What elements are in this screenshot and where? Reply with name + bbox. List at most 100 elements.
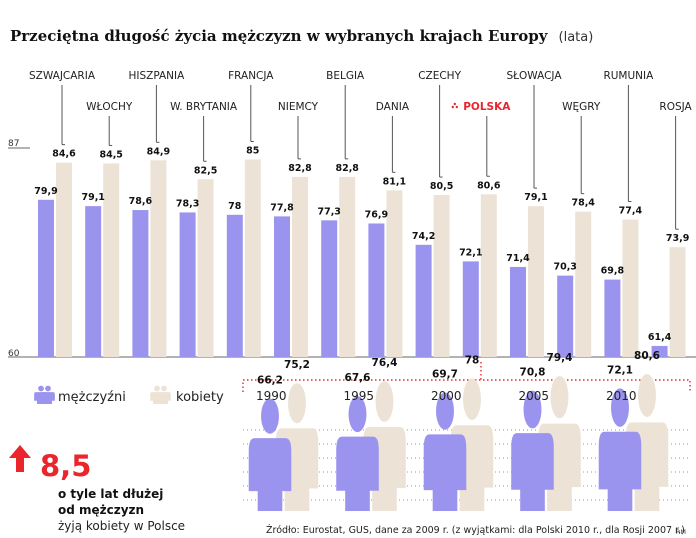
country-label: W. BRYTANIA (170, 101, 238, 113)
title-row: Przeciętna długość życia mężczyzn w wybr… (10, 26, 593, 45)
value-label-women: 77,4 (619, 206, 643, 217)
value-label-women: 80,6 (477, 180, 501, 191)
value-label-men: 74,2 (412, 231, 435, 242)
country-label: RUMUNIA (603, 70, 654, 82)
value-label-men: 78,3 (176, 198, 199, 209)
bar-women (480, 194, 497, 357)
value-label-women: 79,1 (524, 192, 547, 203)
bar-men (226, 214, 243, 357)
value-label-men: 66,2 (257, 374, 283, 386)
country-label: ROSJA (659, 101, 692, 113)
bar-men (604, 279, 621, 357)
year-label: 2005 (519, 389, 550, 403)
callout-line3: żyją kobiety w Polsce (58, 519, 185, 533)
bar-women (339, 176, 356, 357)
y-tick-label: 60 (8, 349, 20, 359)
bar-men (651, 345, 668, 357)
value-label-men: 77,3 (317, 206, 340, 217)
panel-frame (242, 379, 691, 392)
country-label: HISZPANIA (128, 70, 185, 82)
bar-men (557, 275, 574, 357)
highlight-dot (453, 102, 456, 106)
country-label: FRANCJA (228, 70, 274, 82)
legend: mężczyźni kobiety (34, 385, 224, 405)
value-label-men: 70,3 (553, 262, 576, 273)
value-label-women: 82,5 (194, 165, 217, 176)
year-label: 1995 (344, 389, 375, 403)
callout-line2: od mężczyzn (58, 503, 144, 517)
value-label-women: 79,4 (547, 352, 573, 364)
country-label: NIEMCY (278, 101, 319, 113)
bar-men (85, 206, 102, 357)
value-label-men: 79,9 (34, 186, 57, 197)
value-label-men: 69,8 (601, 266, 625, 277)
value-label-men: 70,8 (520, 367, 546, 379)
legend-women-label: kobiety (176, 390, 224, 405)
poland-trend-chart: 66,275,2 1990 67,676,4 1995 69,7 78 2000 70,879… (242, 350, 691, 511)
value-label-men: 79,1 (81, 192, 104, 203)
bar-men (274, 216, 290, 357)
value-label-men: 72,1 (459, 247, 482, 258)
highlight-dot (451, 105, 454, 109)
year-label: 1990 (256, 389, 287, 403)
country-label: BELGIA (326, 70, 365, 82)
callout-line1: o tyle lat dłużej (58, 487, 163, 501)
country-label: SZWAJCARIA (29, 70, 96, 82)
value-label-men: 71,4 (506, 253, 530, 264)
chart-title: Przeciętna długość życia mężczyzn w wybr… (10, 27, 548, 45)
value-label-men: 67,6 (345, 372, 371, 384)
value-label-men: 61,4 (648, 332, 672, 343)
value-label-men: 77,8 (270, 202, 294, 213)
bar-women (292, 176, 308, 357)
value-label-women: 76,4 (372, 357, 398, 369)
main-chart: 87 60 SZWAJCARIA 79,9 84,6 WŁOCHY 79,1 84,5 HISZ… (8, 70, 696, 359)
value-label-women: 82,8 (335, 163, 359, 174)
y-tick-label: 87 (8, 139, 19, 149)
value-label-men: 72,1 (607, 364, 633, 376)
bar-men (462, 261, 479, 357)
country-label: WĘGRY (562, 101, 601, 113)
bar-men (415, 244, 432, 357)
bar-women (56, 162, 72, 357)
value-label-women: 78,4 (571, 198, 595, 209)
callout-value: 8,5 (40, 449, 91, 483)
value-label-men: 78 (228, 201, 242, 212)
unit-label: (lata) (558, 30, 594, 45)
value-label-men: 76,9 (365, 209, 388, 220)
bar-men (132, 210, 149, 357)
value-label-women: 80,6 (634, 350, 660, 362)
value-label-women: 78 (465, 354, 480, 366)
bar-women (244, 159, 261, 357)
legend-men-label: mężczyźni (58, 390, 126, 405)
value-label-women: 82,8 (288, 163, 312, 174)
country-label: POLSKA (463, 101, 511, 113)
year-label: 2010 (606, 389, 637, 403)
bar-women (197, 179, 214, 357)
country-label: DANIA (376, 101, 410, 113)
credit: RM (676, 528, 686, 536)
value-label-women: 84,9 (147, 146, 170, 157)
value-label-women: 80,5 (430, 181, 453, 192)
bar-men (321, 220, 338, 357)
up-arrow-icon (9, 445, 31, 472)
highlight-dot (455, 105, 458, 109)
bar-women (386, 190, 403, 357)
value-label-women: 75,2 (284, 359, 310, 371)
bar-women (103, 163, 120, 357)
value-label-men: 69,7 (432, 369, 458, 381)
bar-men (179, 212, 196, 357)
bar-men (38, 199, 54, 357)
country-label: WŁOCHY (86, 101, 133, 113)
country-label: CZECHY (418, 70, 461, 82)
source-note: Źródło: Eurostat, GUS, dane za 2009 r. (… (266, 524, 685, 536)
year-label: 2000 (431, 389, 462, 403)
value-label-women: 85 (246, 146, 259, 157)
bar-women (150, 160, 167, 357)
bar-women (669, 247, 686, 357)
country-label: SŁOWACJA (506, 70, 562, 82)
value-label-men: 78,6 (129, 196, 153, 207)
value-label-women: 84,6 (52, 149, 76, 160)
value-label-women: 81,1 (383, 176, 406, 187)
bar-women (433, 195, 450, 357)
